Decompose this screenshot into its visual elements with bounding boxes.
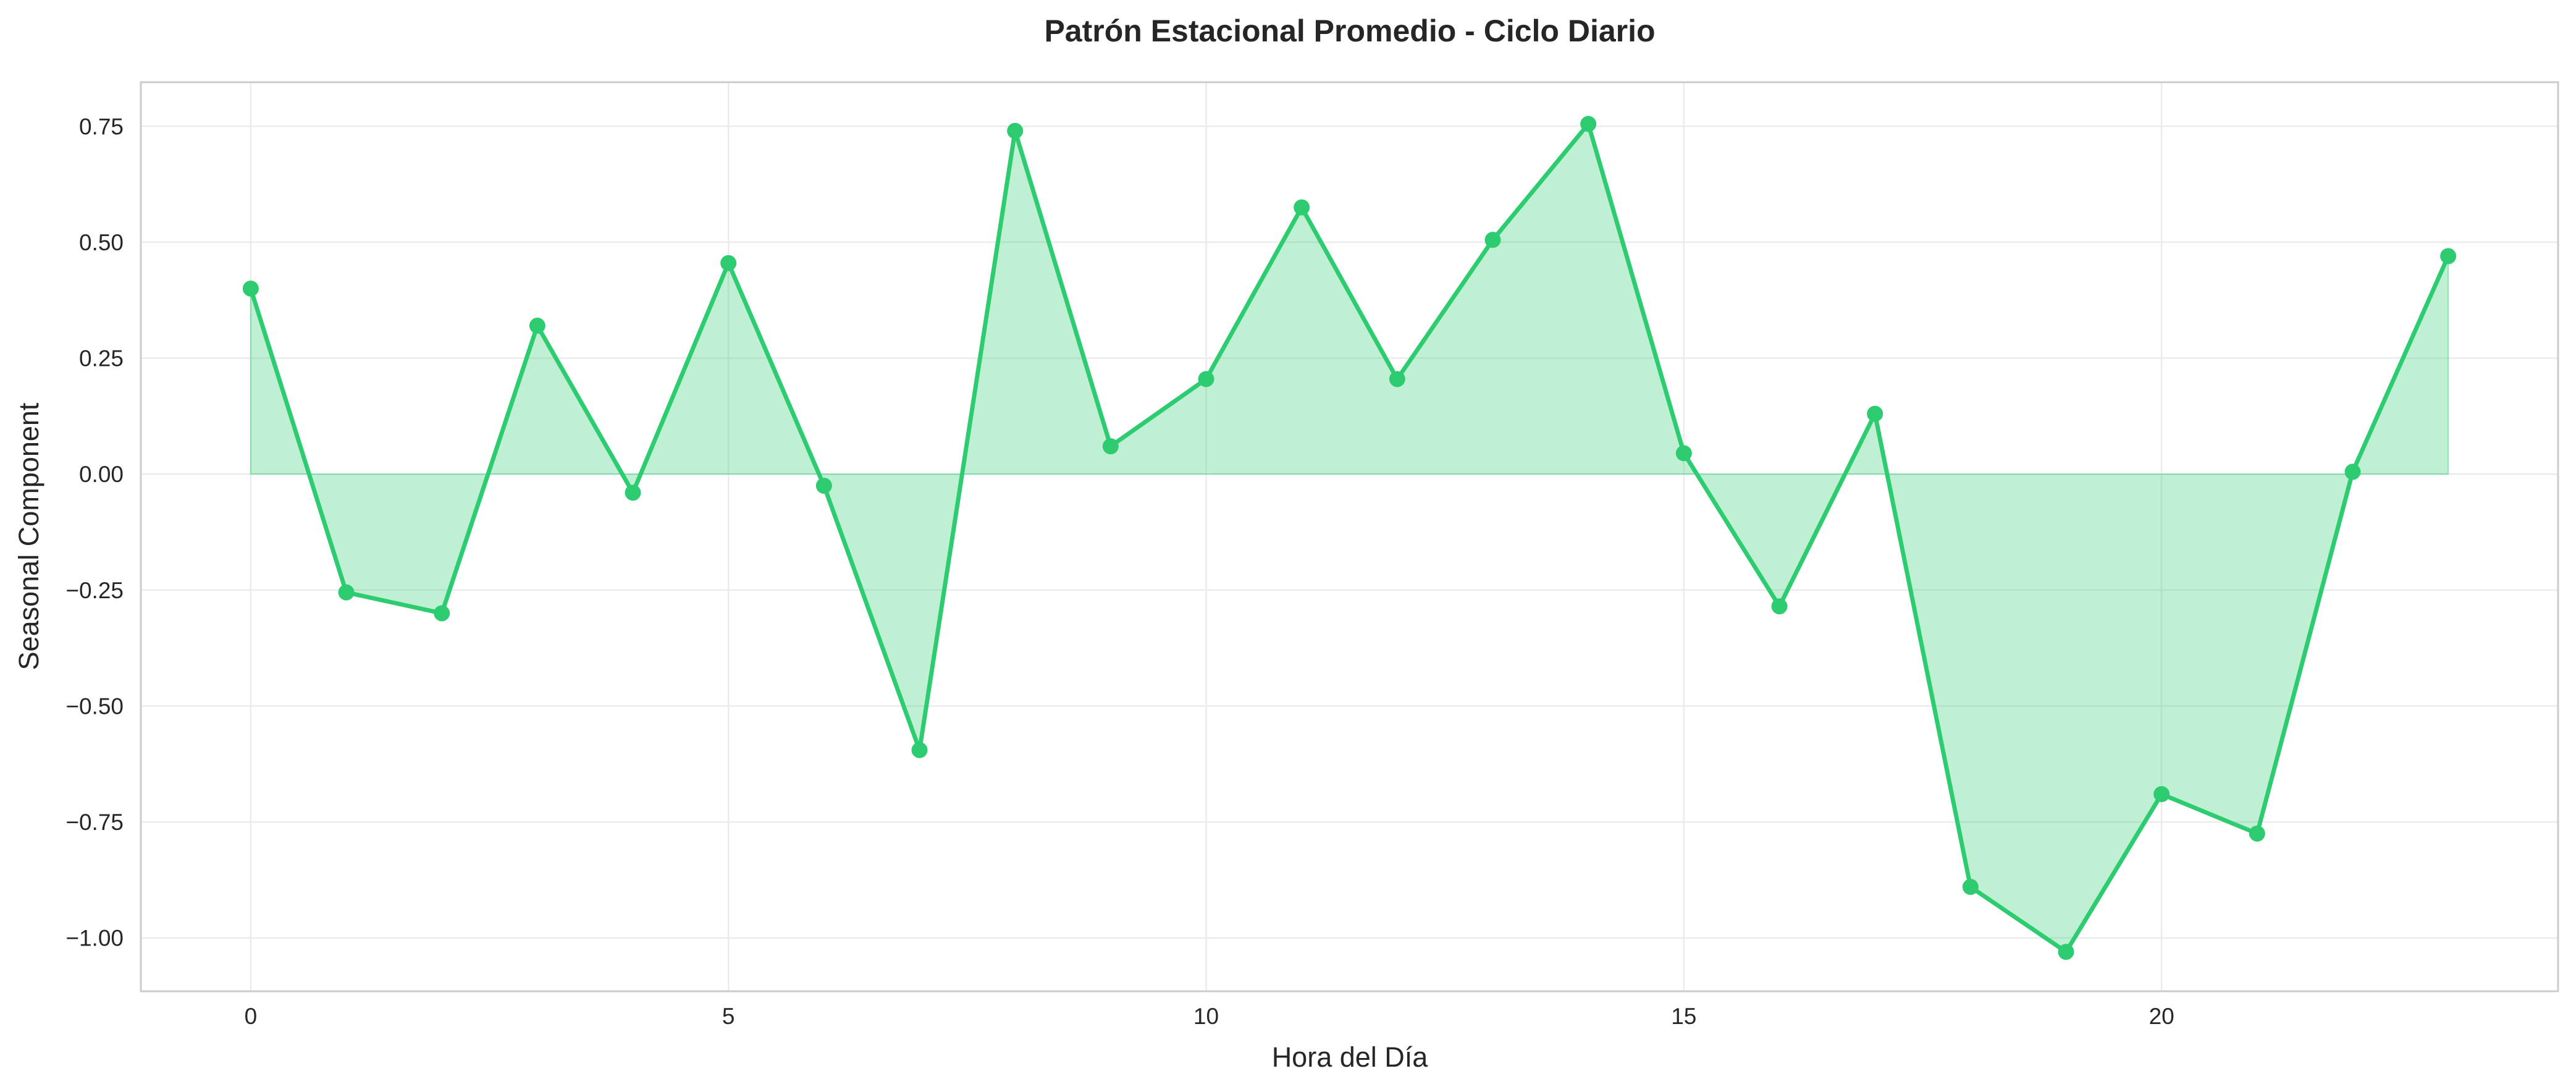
x-axis-label: Hora del Día: [1272, 1041, 1429, 1073]
data-point: [1294, 199, 1310, 216]
y-tick-label: −1.00: [65, 926, 124, 951]
y-axis-label: Seasonal Component: [13, 402, 44, 670]
x-tick-label: 0: [245, 1004, 258, 1029]
y-tick-label: −0.25: [65, 578, 124, 603]
data-point: [625, 485, 641, 501]
series-line: [248, 122, 2451, 954]
data-point: [1007, 122, 1024, 139]
data-point: [1198, 371, 1214, 387]
y-tick-label: 0.75: [79, 114, 124, 139]
data-point: [1580, 116, 1597, 132]
data-point: [815, 477, 832, 494]
y-tick-labels: −1.00 −0.75 −0.50 −0.25 0.00 0.25 0.50 0.75: [65, 114, 124, 950]
data-point: [1484, 232, 1501, 248]
data-point: [720, 255, 737, 271]
data-point: [2440, 248, 2457, 265]
data-point: [1389, 371, 1405, 387]
data-point: [1867, 405, 1884, 422]
data-point: [1962, 879, 1979, 895]
x-tick-labels: 0 5 10 15 20: [245, 1004, 2174, 1029]
x-tick-label: 20: [2149, 1004, 2174, 1029]
data-point: [2249, 825, 2265, 842]
y-tick-label: 0.50: [79, 230, 124, 255]
y-tick-label: −0.50: [65, 693, 124, 719]
area-fill-layer: [250, 122, 2449, 953]
data-point: [911, 742, 928, 758]
y-tick-label: 0.00: [79, 462, 124, 487]
data-point: [529, 318, 545, 334]
chart-title: Patrón Estacional Promedio - Ciclo Diari…: [1044, 14, 1655, 48]
plot-frame: [140, 81, 2559, 993]
data-point: [1675, 445, 1692, 462]
data-points-layer: [242, 116, 2457, 960]
y-tick-label: −0.75: [65, 810, 124, 835]
x-tick-label: 5: [722, 1004, 735, 1029]
data-point: [338, 584, 355, 601]
area-fill: [250, 122, 2449, 953]
data-point: [1102, 438, 1119, 455]
data-point: [434, 605, 450, 622]
y-tick-label: 0.25: [79, 346, 124, 371]
data-point: [2153, 786, 2170, 803]
x-tick-label: 15: [1671, 1004, 1696, 1029]
x-tick-label: 10: [1193, 1004, 1219, 1029]
grid: [141, 82, 2558, 991]
data-point: [1771, 598, 1788, 615]
data-point: [242, 280, 259, 297]
data-point: [2058, 944, 2074, 960]
data-point: [2344, 463, 2361, 480]
series-line-layer: [248, 122, 2451, 954]
